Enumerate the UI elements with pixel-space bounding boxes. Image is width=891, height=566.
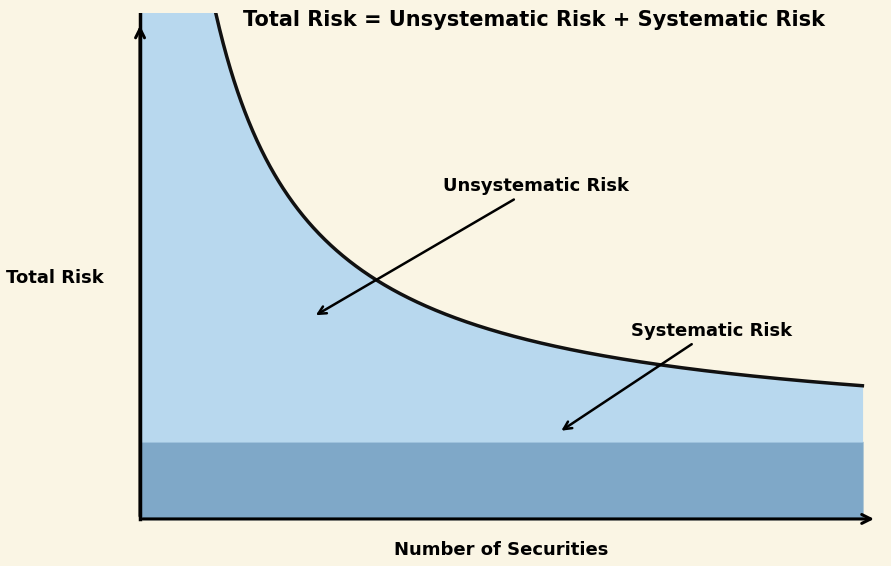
Text: Total Risk = Unsystematic Risk + Systematic Risk: Total Risk = Unsystematic Risk + Systema…: [242, 10, 825, 30]
Text: Total Risk: Total Risk: [6, 269, 104, 287]
Text: Systematic Risk: Systematic Risk: [564, 322, 792, 429]
Text: Unsystematic Risk: Unsystematic Risk: [318, 177, 629, 314]
Text: Number of Securities: Number of Securities: [394, 541, 609, 559]
